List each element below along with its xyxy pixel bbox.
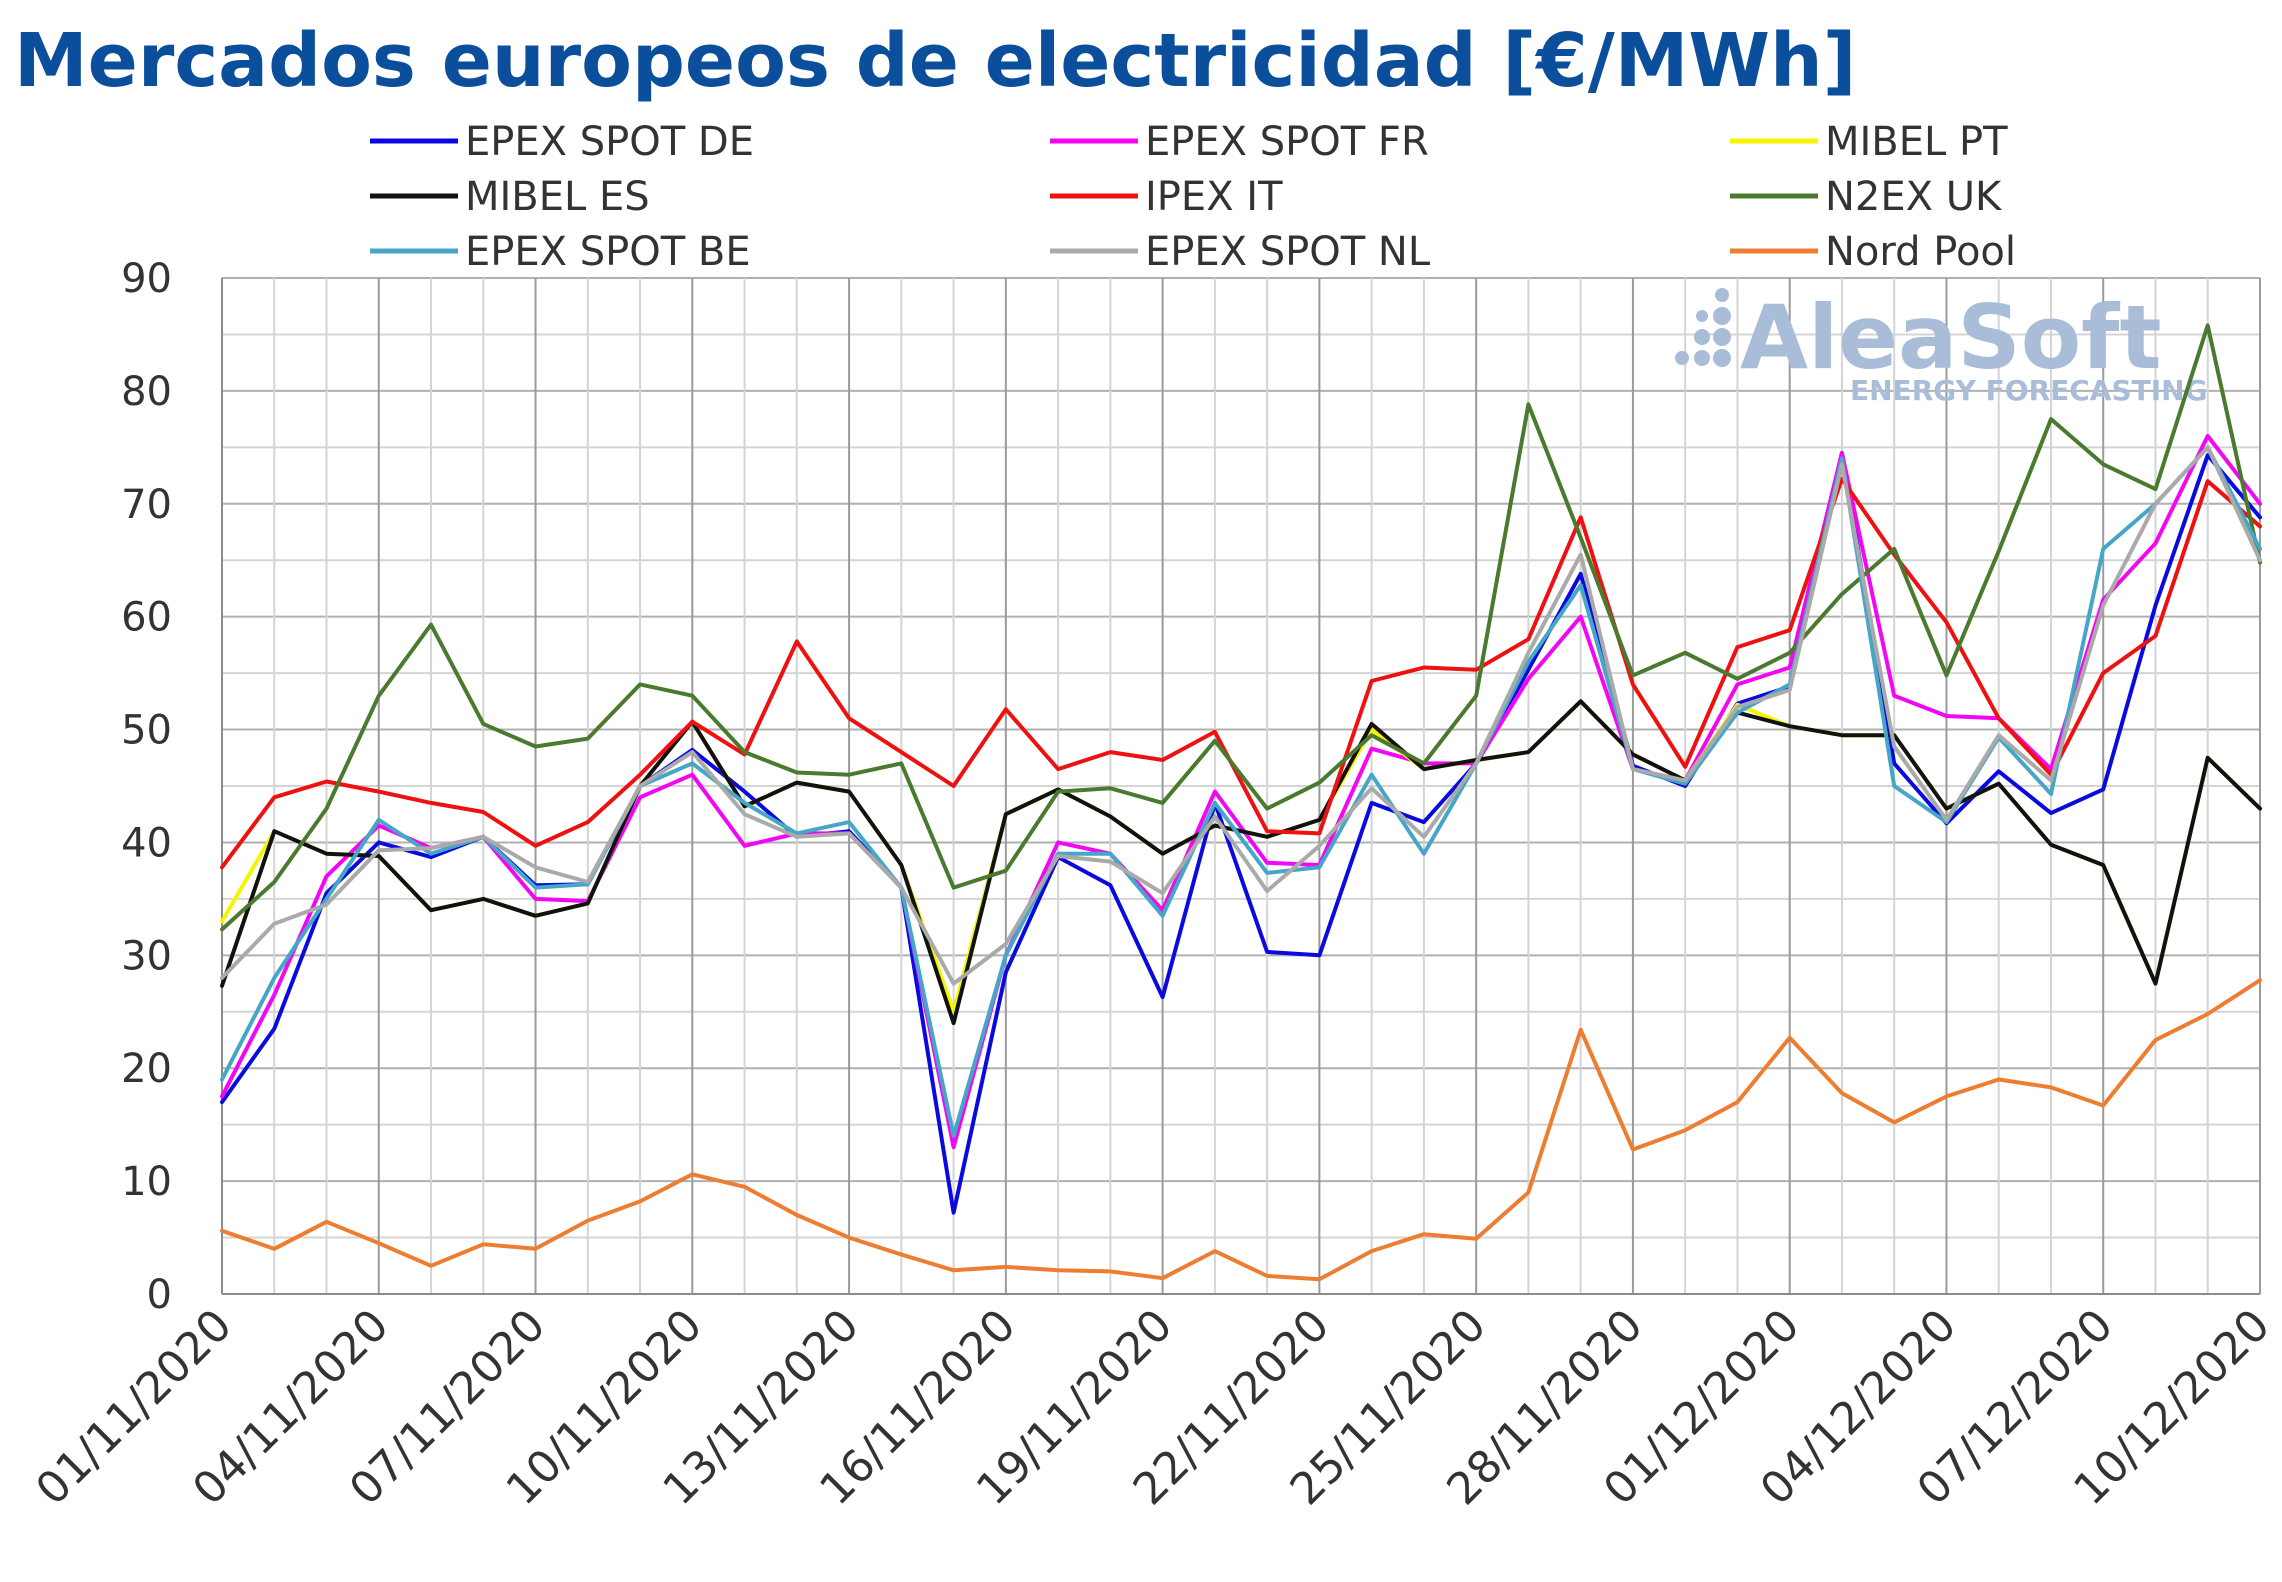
series-line-ipex-it	[220, 476, 2262, 870]
svg-text:ENERGY FORECASTING: ENERGY FORECASTING	[1850, 374, 2208, 407]
y-tick-label: 10	[121, 1159, 172, 1205]
aleasoft-logo: AleaSoft ENERGY FORECASTING	[1675, 286, 2208, 407]
axes	[221, 278, 2260, 1295]
legend: EPEX SPOT DE EPEX SPOT FR MIBEL PT MIBEL ES…	[370, 119, 2016, 275]
svg-text:AleaSoft: AleaSoft	[1740, 286, 2162, 389]
y-tick-label: 20	[121, 1046, 172, 1092]
logo-dots-icon	[1675, 288, 1731, 367]
legend-label: N2EX UK	[1825, 174, 2003, 220]
y-tick-label: 30	[121, 933, 172, 979]
series-line-epex-spot-fr	[220, 434, 2262, 1150]
y-tick-label: 70	[121, 482, 172, 528]
chart-title: Mercados europeos de electricidad [€/MWh…	[14, 18, 1856, 104]
y-tick-label: 50	[121, 708, 172, 754]
legend-label: MIBEL ES	[465, 174, 650, 220]
legend-label: MIBEL PT	[1825, 119, 2008, 165]
series-lines	[220, 323, 2262, 1282]
series-line-epex-spot-nl	[220, 445, 2262, 986]
y-tick-label: 80	[121, 369, 172, 415]
legend-label: EPEX SPOT BE	[465, 229, 751, 275]
y-tick-label: 0	[147, 1272, 172, 1318]
legend-label: EPEX SPOT NL	[1145, 229, 1431, 275]
y-tick-label: 60	[121, 595, 172, 641]
legend-label: Nord Pool	[1825, 229, 2016, 275]
y-tick-label: 90	[121, 256, 172, 302]
series-line-n2ex-uk	[220, 323, 2262, 932]
x-axis-ticks: 01/11/202004/11/202007/11/202010/11/2020…	[26, 1300, 2279, 1515]
y-axis-ticks: 0 10 20 30 40 50 60 70 80 90	[121, 256, 172, 1318]
grid	[221, 277, 2261, 1295]
legend-label: EPEX SPOT FR	[1145, 119, 1429, 165]
y-tick-label: 40	[121, 820, 172, 866]
legend-label: EPEX SPOT DE	[465, 119, 754, 165]
legend-label: IPEX IT	[1145, 174, 1283, 220]
series-line-epex-spot-be	[220, 445, 2262, 1138]
series-line-nord-pool	[220, 978, 2262, 1282]
series-line-mibel-es	[220, 699, 2262, 1026]
